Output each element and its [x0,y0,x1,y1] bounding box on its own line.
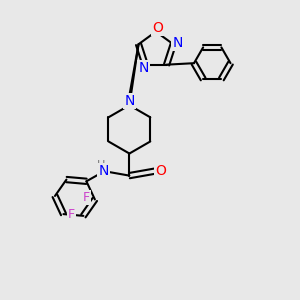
Text: F: F [83,191,90,205]
Text: O: O [152,21,163,35]
Text: N: N [124,94,135,108]
Text: F: F [68,208,75,220]
Text: H: H [97,160,105,170]
Text: N: N [99,164,109,178]
Text: O: O [155,164,166,178]
Text: N: N [139,61,149,75]
Text: N: N [172,36,183,50]
